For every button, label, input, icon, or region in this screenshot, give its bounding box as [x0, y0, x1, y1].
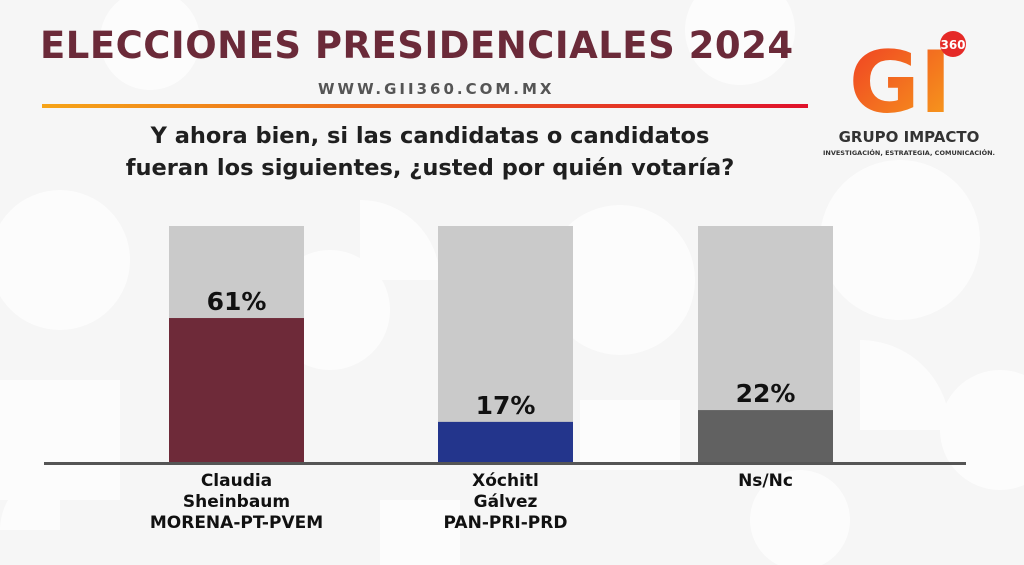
- category-label: Ns/Nc: [656, 471, 876, 492]
- data-label: 61%: [207, 287, 267, 316]
- category-label: Xóchitl Gálvez PAN-PRI-PRD: [396, 471, 616, 534]
- question-line-1: Y ahora bien, si las candidatas o candid…: [150, 123, 710, 149]
- category-label-line: Sheinbaum: [182, 492, 291, 512]
- grupo-impacto-logo: GI 360: [849, 31, 966, 125]
- category-label-line: Gálvez: [473, 492, 538, 512]
- website-url[interactable]: WWW.GII360.COM.MX: [318, 80, 555, 98]
- question-line-2: fueran los siguientes, ¿usted por quién …: [125, 155, 735, 181]
- survey-question: Y ahora bien, si las candidatas o candid…: [60, 120, 800, 184]
- logo-letters: GI: [849, 33, 952, 125]
- brand-name: GRUPO IMPACTO: [838, 128, 980, 146]
- bar: [438, 421, 573, 462]
- data-label: 17%: [476, 391, 536, 420]
- category-label-line: Ns/Nc: [738, 471, 793, 491]
- category-label-line: MORENA-PT-PVEM: [149, 513, 324, 533]
- category-label-line: Claudia: [200, 471, 273, 491]
- category-label: Claudia Sheinbaum MORENA-PT-PVEM: [127, 471, 347, 534]
- bar: [698, 410, 833, 462]
- bar: [169, 318, 304, 462]
- category-label-line: Xóchitl: [472, 471, 539, 491]
- data-label: 22%: [736, 379, 796, 408]
- category-label-line: PAN-PRI-PRD: [443, 513, 568, 533]
- title-gradient-rule: [42, 104, 808, 108]
- brand-tagline: INVESTIGACIÓN, ESTRATEGIA, COMUNICACIÓN.: [822, 149, 996, 157]
- logo-badge: 360: [940, 38, 965, 52]
- page-title: ELECCIONES PRESIDENCIALES 2024: [40, 24, 794, 67]
